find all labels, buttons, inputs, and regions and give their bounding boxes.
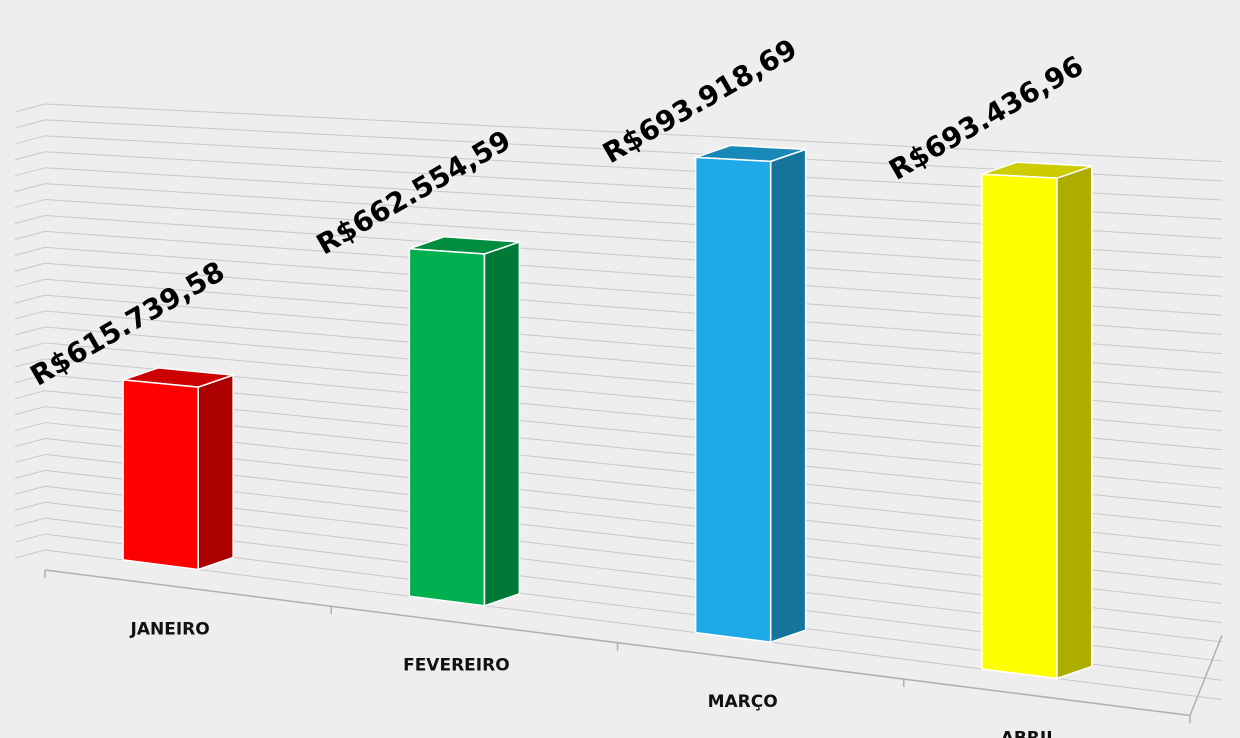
grid-line <box>14 199 46 209</box>
x-tick-label: ABRIL <box>1001 728 1058 738</box>
grid-line <box>14 469 46 479</box>
grid-line <box>14 406 46 416</box>
grid-line <box>14 262 46 272</box>
grid-line <box>14 183 46 193</box>
grid-line <box>44 103 1223 163</box>
grid-line <box>14 453 46 463</box>
grid-line <box>14 214 46 224</box>
grid-line <box>14 135 46 145</box>
x-tick-label: MARÇO <box>708 692 778 712</box>
grid-line <box>14 533 46 543</box>
bar-side <box>197 374 234 571</box>
grid-line <box>14 374 46 384</box>
grid-line <box>14 167 46 177</box>
grid-line <box>14 246 46 256</box>
grid-line <box>14 278 46 288</box>
grid-line <box>14 103 46 113</box>
grid-line <box>14 342 46 352</box>
grid-line <box>14 438 46 447</box>
bar-side <box>769 148 807 644</box>
grid-line <box>14 294 46 304</box>
bar <box>408 247 486 607</box>
grid-line <box>14 517 46 527</box>
grid-line <box>14 549 46 559</box>
bar-side <box>483 240 521 607</box>
grid-line <box>14 390 46 400</box>
grid-line <box>14 151 46 161</box>
grid-line <box>14 310 46 320</box>
grid-line <box>14 501 46 511</box>
grid-line <box>14 358 46 368</box>
grid-line <box>14 119 46 129</box>
x-tick-label: JANEIRO <box>130 619 210 639</box>
bar <box>694 156 772 644</box>
x-tick-label: FEVEREIRO <box>403 656 510 676</box>
bar <box>981 173 1058 680</box>
bar-side <box>1056 165 1093 680</box>
grid-line <box>14 230 46 240</box>
grid-line <box>14 422 46 432</box>
bar <box>122 379 199 571</box>
grid-line <box>14 326 46 336</box>
grid-line <box>14 485 46 495</box>
